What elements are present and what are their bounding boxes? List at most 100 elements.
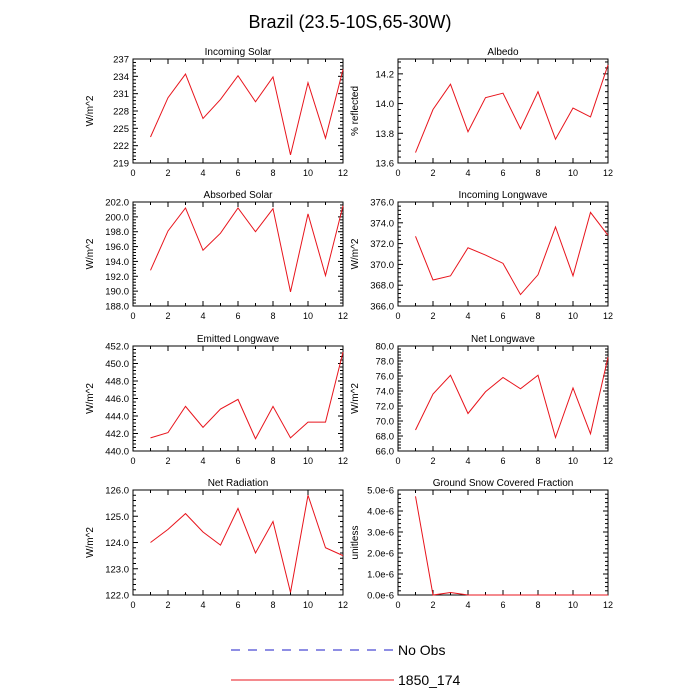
y-tick-label: 192.0 xyxy=(105,272,129,283)
y-tick-label: 366.0 xyxy=(370,302,394,313)
y-tick-label: 125.0 xyxy=(105,512,129,523)
y-tick-label: 450.0 xyxy=(105,359,129,370)
x-tick-label: 10 xyxy=(303,168,313,178)
x-tick-label: 12 xyxy=(603,311,613,321)
x-tick-label: 0 xyxy=(130,456,135,466)
y-tick-label: 13.8 xyxy=(376,129,395,140)
x-tick-label: 6 xyxy=(235,168,240,178)
x-tick-label: 6 xyxy=(235,311,240,321)
x-tick-label: 12 xyxy=(338,311,348,321)
x-tick-label: 10 xyxy=(568,311,578,321)
x-tick-label: 8 xyxy=(535,311,540,321)
x-tick-label: 6 xyxy=(235,600,240,610)
x-tick-label: 8 xyxy=(270,311,275,321)
x-tick-label: 4 xyxy=(465,311,470,321)
x-tick-label: 6 xyxy=(235,456,240,466)
legend-label-no-obs: No Obs xyxy=(398,642,445,658)
figure-title: Brazil (23.5-10S,65-30W) xyxy=(248,12,451,32)
x-tick-label: 4 xyxy=(465,456,470,466)
series-line-1850-174 xyxy=(415,357,609,440)
x-tick-label: 10 xyxy=(303,600,313,610)
panel-title: Net Radiation xyxy=(208,478,269,489)
x-tick-label: 0 xyxy=(395,600,400,610)
y-tick-label: 442.0 xyxy=(105,429,129,440)
y-tick-label: 190.0 xyxy=(105,287,129,298)
y-tick-label: 74.0 xyxy=(376,387,395,398)
y-tick-label: 198.0 xyxy=(105,227,129,238)
x-tick-label: 8 xyxy=(535,600,540,610)
x-tick-label: 6 xyxy=(500,168,505,178)
y-tick-label: 225 xyxy=(113,124,129,135)
x-tick-label: 12 xyxy=(603,600,613,610)
x-tick-label: 4 xyxy=(200,600,205,610)
x-tick-label: 4 xyxy=(200,456,205,466)
x-tick-label: 8 xyxy=(535,168,540,178)
y-tick-label: 202.0 xyxy=(105,198,129,209)
x-tick-label: 6 xyxy=(500,600,505,610)
panel-title: Net Longwave xyxy=(471,334,535,345)
panel-absorbed-solar: Absorbed Solar 0 2 4 6 8 10 12 188.0 190.0 192.0 19… xyxy=(85,190,348,321)
x-tick-label: 6 xyxy=(500,456,505,466)
panel-emitted-longwave: Emitted Longwave 0 2 4 6 8 10 12 440.0 442.0 444.0… xyxy=(85,334,348,466)
panel-title: Ground Snow Covered Fraction xyxy=(433,478,574,489)
x-tick-label: 12 xyxy=(338,600,348,610)
series-line-1850-174 xyxy=(415,64,609,153)
x-tick-label: 2 xyxy=(165,456,170,466)
x-tick-label: 4 xyxy=(200,311,205,321)
x-tick-label: 10 xyxy=(568,168,578,178)
x-tick-label: 10 xyxy=(568,456,578,466)
series-line-1850-174 xyxy=(150,351,344,440)
x-tick-label: 12 xyxy=(338,456,348,466)
x-tick-label: 4 xyxy=(465,600,470,610)
panel-incoming-longwave: Incoming Longwave 0 2 4 6 8 10 12 366.0 368.0 370.… xyxy=(350,190,613,321)
y-tick-label: 0.0e-6 xyxy=(367,591,394,602)
x-tick-label: 0 xyxy=(130,168,135,178)
y-tick-label: 452.0 xyxy=(105,342,129,353)
x-tick-label: 10 xyxy=(568,600,578,610)
x-tick-label: 8 xyxy=(270,600,275,610)
x-tick-label: 8 xyxy=(270,456,275,466)
series-line-1850-174 xyxy=(150,205,344,292)
y-tick-label: 78.0 xyxy=(376,357,395,368)
x-tick-label: 8 xyxy=(270,168,275,178)
x-tick-label: 12 xyxy=(338,168,348,178)
y-axis-label: unitless xyxy=(350,526,361,560)
y-tick-label: 237 xyxy=(113,55,129,66)
x-tick-label: 2 xyxy=(430,168,435,178)
y-tick-label: 444.0 xyxy=(105,412,129,423)
y-tick-label: 76.0 xyxy=(376,372,395,383)
panel-title: Incoming Longwave xyxy=(459,190,548,201)
y-tick-label: 231 xyxy=(113,89,129,100)
legend-label-1850-174: 1850_174 xyxy=(398,672,461,688)
y-tick-label: 440.0 xyxy=(105,447,129,458)
y-axis-label: W/m^2 xyxy=(350,383,361,414)
x-tick-label: 2 xyxy=(165,600,170,610)
x-tick-label: 12 xyxy=(603,168,613,178)
y-tick-label: 200.0 xyxy=(105,212,129,223)
y-tick-label: 68.0 xyxy=(376,432,395,443)
y-tick-label: 3.0e-6 xyxy=(367,528,394,539)
x-tick-label: 0 xyxy=(395,311,400,321)
x-tick-label: 2 xyxy=(430,311,435,321)
series-line-1850-174 xyxy=(150,495,344,593)
panel-title: Incoming Solar xyxy=(205,47,272,58)
x-tick-label: 0 xyxy=(130,600,135,610)
x-tick-label: 2 xyxy=(165,168,170,178)
panel-title: Emitted Longwave xyxy=(197,334,280,345)
series-line-1850-174 xyxy=(150,69,344,156)
x-tick-label: 4 xyxy=(465,168,470,178)
y-tick-label: 372.0 xyxy=(370,239,394,250)
y-tick-label: 368.0 xyxy=(370,281,394,292)
x-tick-label: 2 xyxy=(430,600,435,610)
y-tick-label: 122.0 xyxy=(105,591,129,602)
x-tick-label: 2 xyxy=(430,456,435,466)
y-tick-label: 219 xyxy=(113,159,129,170)
y-tick-label: 14.0 xyxy=(376,99,395,110)
y-tick-label: 1.0e-6 xyxy=(367,570,394,581)
x-tick-label: 8 xyxy=(535,456,540,466)
x-tick-label: 0 xyxy=(395,168,400,178)
y-tick-label: 123.0 xyxy=(105,564,129,575)
y-axis-label: W/m^2 xyxy=(85,383,96,414)
y-tick-label: 2.0e-6 xyxy=(367,549,394,560)
